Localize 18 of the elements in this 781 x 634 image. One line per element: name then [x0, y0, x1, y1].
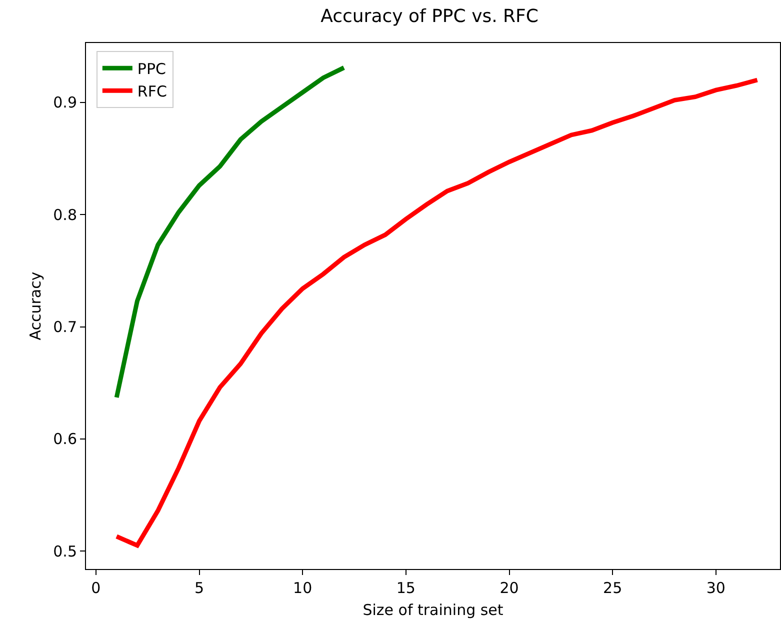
- x-tick-label: 5: [194, 579, 204, 597]
- y-tick-label: 0.7: [53, 318, 77, 336]
- x-axis-title: Size of training set: [362, 601, 504, 619]
- chart-title: Accuracy of PPC vs. RFC: [320, 6, 538, 28]
- legend-label: PPC: [137, 60, 166, 78]
- legend-label: RFC: [137, 82, 167, 100]
- line-series: [114, 78, 760, 548]
- y-tick-label: 0.5: [53, 542, 77, 560]
- y-tick-label: 0.8: [53, 206, 77, 224]
- y-tick-label: 0.9: [53, 94, 77, 112]
- x-tick-label: 15: [396, 579, 416, 597]
- x-tick-label: 20: [500, 579, 519, 597]
- y-axis-title: Accuracy: [26, 272, 44, 340]
- x-tick-label: 10: [293, 579, 312, 597]
- y-tick-label: 0.6: [53, 430, 77, 448]
- x-tick-label: 25: [603, 579, 622, 597]
- x-tick-label: 30: [706, 579, 726, 597]
- x-tick-label: 0: [91, 579, 101, 597]
